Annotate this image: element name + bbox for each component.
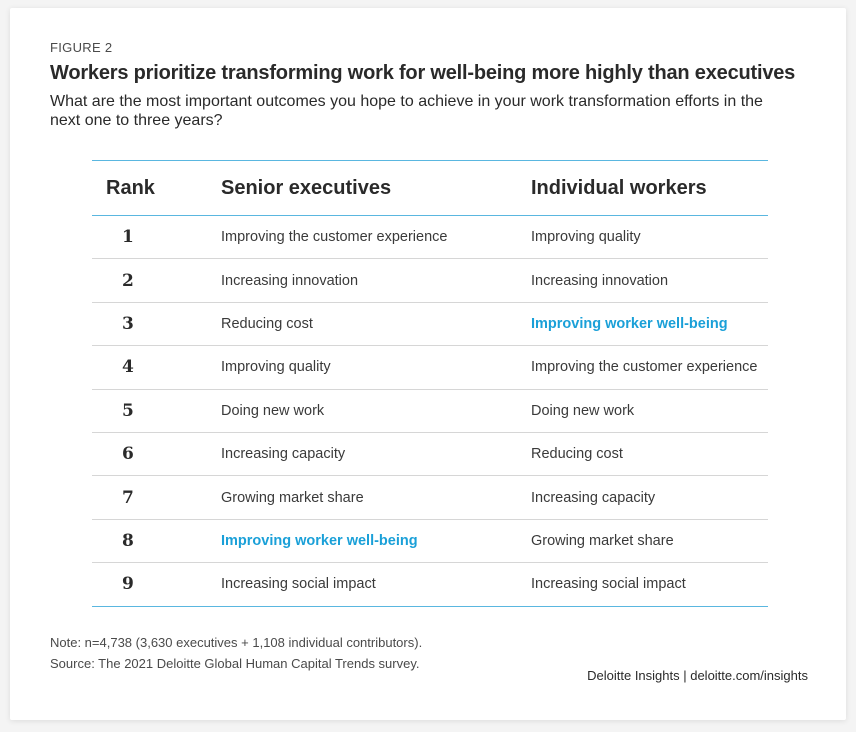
note-text: Note: n=4,738 (3,630 executives + 1,108 … <box>50 635 423 650</box>
workers-outcome: Reducing cost <box>531 446 623 463</box>
table-row: 7 Growing market share Increasing capacity <box>92 476 768 520</box>
header-individual-workers: Individual workers <box>531 176 707 199</box>
header-rank: Rank <box>106 176 155 199</box>
rank-number: 1 <box>122 227 134 248</box>
executives-outcome: Increasing innovation <box>221 272 359 289</box>
notes: Note: n=4,738 (3,630 executives + 1,108 … <box>50 632 422 674</box>
table-row: 5 Doing new work Doing new work <box>92 390 768 433</box>
table-row: 2 Increasing innovation Increasing innovat… <box>92 259 768 303</box>
workers-outcome: Increasing social impact <box>531 576 686 593</box>
credit-line: Deloitte Insights | deloitte.com/insight… <box>587 668 808 683</box>
table-row: 9 Increasing social impact Increasing soci… <box>92 563 768 605</box>
executives-outcome: Reducing cost <box>221 315 313 332</box>
workers-outcome: Improving the customer experience <box>531 359 758 376</box>
workers-outcome: Increasing capacity <box>531 489 656 506</box>
table-row: 8 Improving worker well-being Growing mark… <box>92 520 768 564</box>
table-row: 1 Improving the customer experience Improv… <box>92 216 768 260</box>
workers-outcome: Improving quality <box>531 229 641 246</box>
executives-outcome: Doing new work <box>221 402 325 419</box>
workers-outcome: Improving worker well-being <box>531 315 728 332</box>
rank-number: 6 <box>122 444 134 465</box>
workers-outcome: Increasing innovation <box>531 272 669 289</box>
executives-outcome: Increasing social impact <box>221 576 376 593</box>
rank-number: 8 <box>122 530 134 551</box>
figure-subtitle: What are the most important outcomes you… <box>50 93 763 129</box>
figure-card: FIGURE 2 Workers prioritize transforming… <box>10 8 846 720</box>
rank-number: 5 <box>122 400 134 421</box>
rank-number: 7 <box>122 487 134 508</box>
executives-outcome: Growing market share <box>221 489 364 506</box>
workers-outcome: Doing new work <box>531 402 635 419</box>
header-senior-executives: Senior executives <box>221 176 392 199</box>
executives-outcome: Increasing capacity <box>221 446 346 463</box>
rank-number: 9 <box>122 574 134 595</box>
figure-title: Workers prioritize transforming work for… <box>50 62 796 84</box>
table-row: 3 Reducing cost Improving worker well-bein… <box>92 303 768 347</box>
figure-label: FIGURE 2 <box>50 40 113 55</box>
table-row: 6 Increasing capacity Reducing cost <box>92 433 768 477</box>
executives-outcome: Improving quality <box>221 359 331 376</box>
ranking-table: Rank Senior executives Individual worker… <box>92 160 768 607</box>
executives-outcome: Improving worker well-being <box>221 532 418 549</box>
executives-outcome: Improving the customer experience <box>221 229 448 246</box>
table-header: Rank Senior executives Individual worker… <box>92 161 768 216</box>
rank-number: 3 <box>122 313 134 334</box>
workers-outcome: Growing market share <box>531 532 674 549</box>
table-row: 4 Improving quality Improving the customer… <box>92 346 768 390</box>
source-text: Source: The 2021 Deloitte Global Human C… <box>50 656 420 671</box>
table-body: 1 Improving the customer experience Improv… <box>92 216 768 606</box>
rank-number: 2 <box>122 270 134 291</box>
rank-number: 4 <box>122 357 134 378</box>
